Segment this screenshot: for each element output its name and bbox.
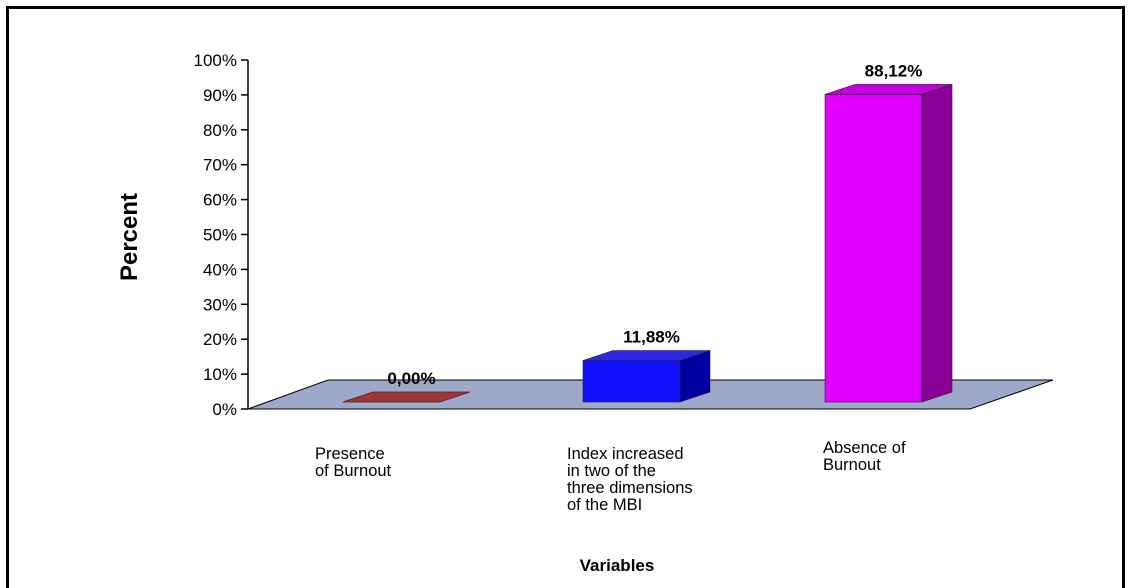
- chart-frame: [6, 6, 1125, 588]
- x-category-label: three dimensions: [567, 479, 693, 497]
- bar-top: [342, 391, 471, 403]
- data-label: 88,12%: [865, 61, 923, 80]
- y-tick-label: 60%: [203, 191, 237, 210]
- x-category-label: of the MBI: [567, 496, 642, 514]
- y-tick-label: 80%: [203, 121, 237, 140]
- y-tick-label: 0%: [212, 400, 237, 419]
- x-category-label: Presence: [315, 445, 385, 463]
- x-category-label: Absence of: [823, 439, 906, 457]
- y-tick-label: 30%: [203, 295, 237, 314]
- y-tick-label: 40%: [203, 260, 237, 279]
- x-category-label: of Burnout: [315, 462, 392, 480]
- y-axis-title: Percent: [116, 193, 143, 281]
- data-label: 0,00%: [387, 369, 435, 388]
- y-tick-label: 50%: [203, 226, 237, 245]
- y-tick-label: 70%: [203, 156, 237, 175]
- x-category-label: Burnout: [823, 456, 881, 474]
- y-tick-label: 20%: [203, 330, 237, 349]
- x-axis-title: Variables: [580, 556, 655, 575]
- y-tick-label: 10%: [203, 365, 237, 384]
- x-category-label: Index increased: [567, 445, 684, 463]
- bar-top: [824, 84, 953, 95]
- data-label: 11,88%: [623, 328, 680, 347]
- bar-side: [921, 84, 953, 403]
- bar-front: [824, 94, 923, 403]
- x-category-label: in two of the: [567, 462, 656, 480]
- y-tick-label: 90%: [203, 86, 237, 105]
- y-tick-label: 100%: [194, 51, 237, 70]
- bar-front: [582, 360, 681, 403]
- bar-top: [582, 350, 711, 361]
